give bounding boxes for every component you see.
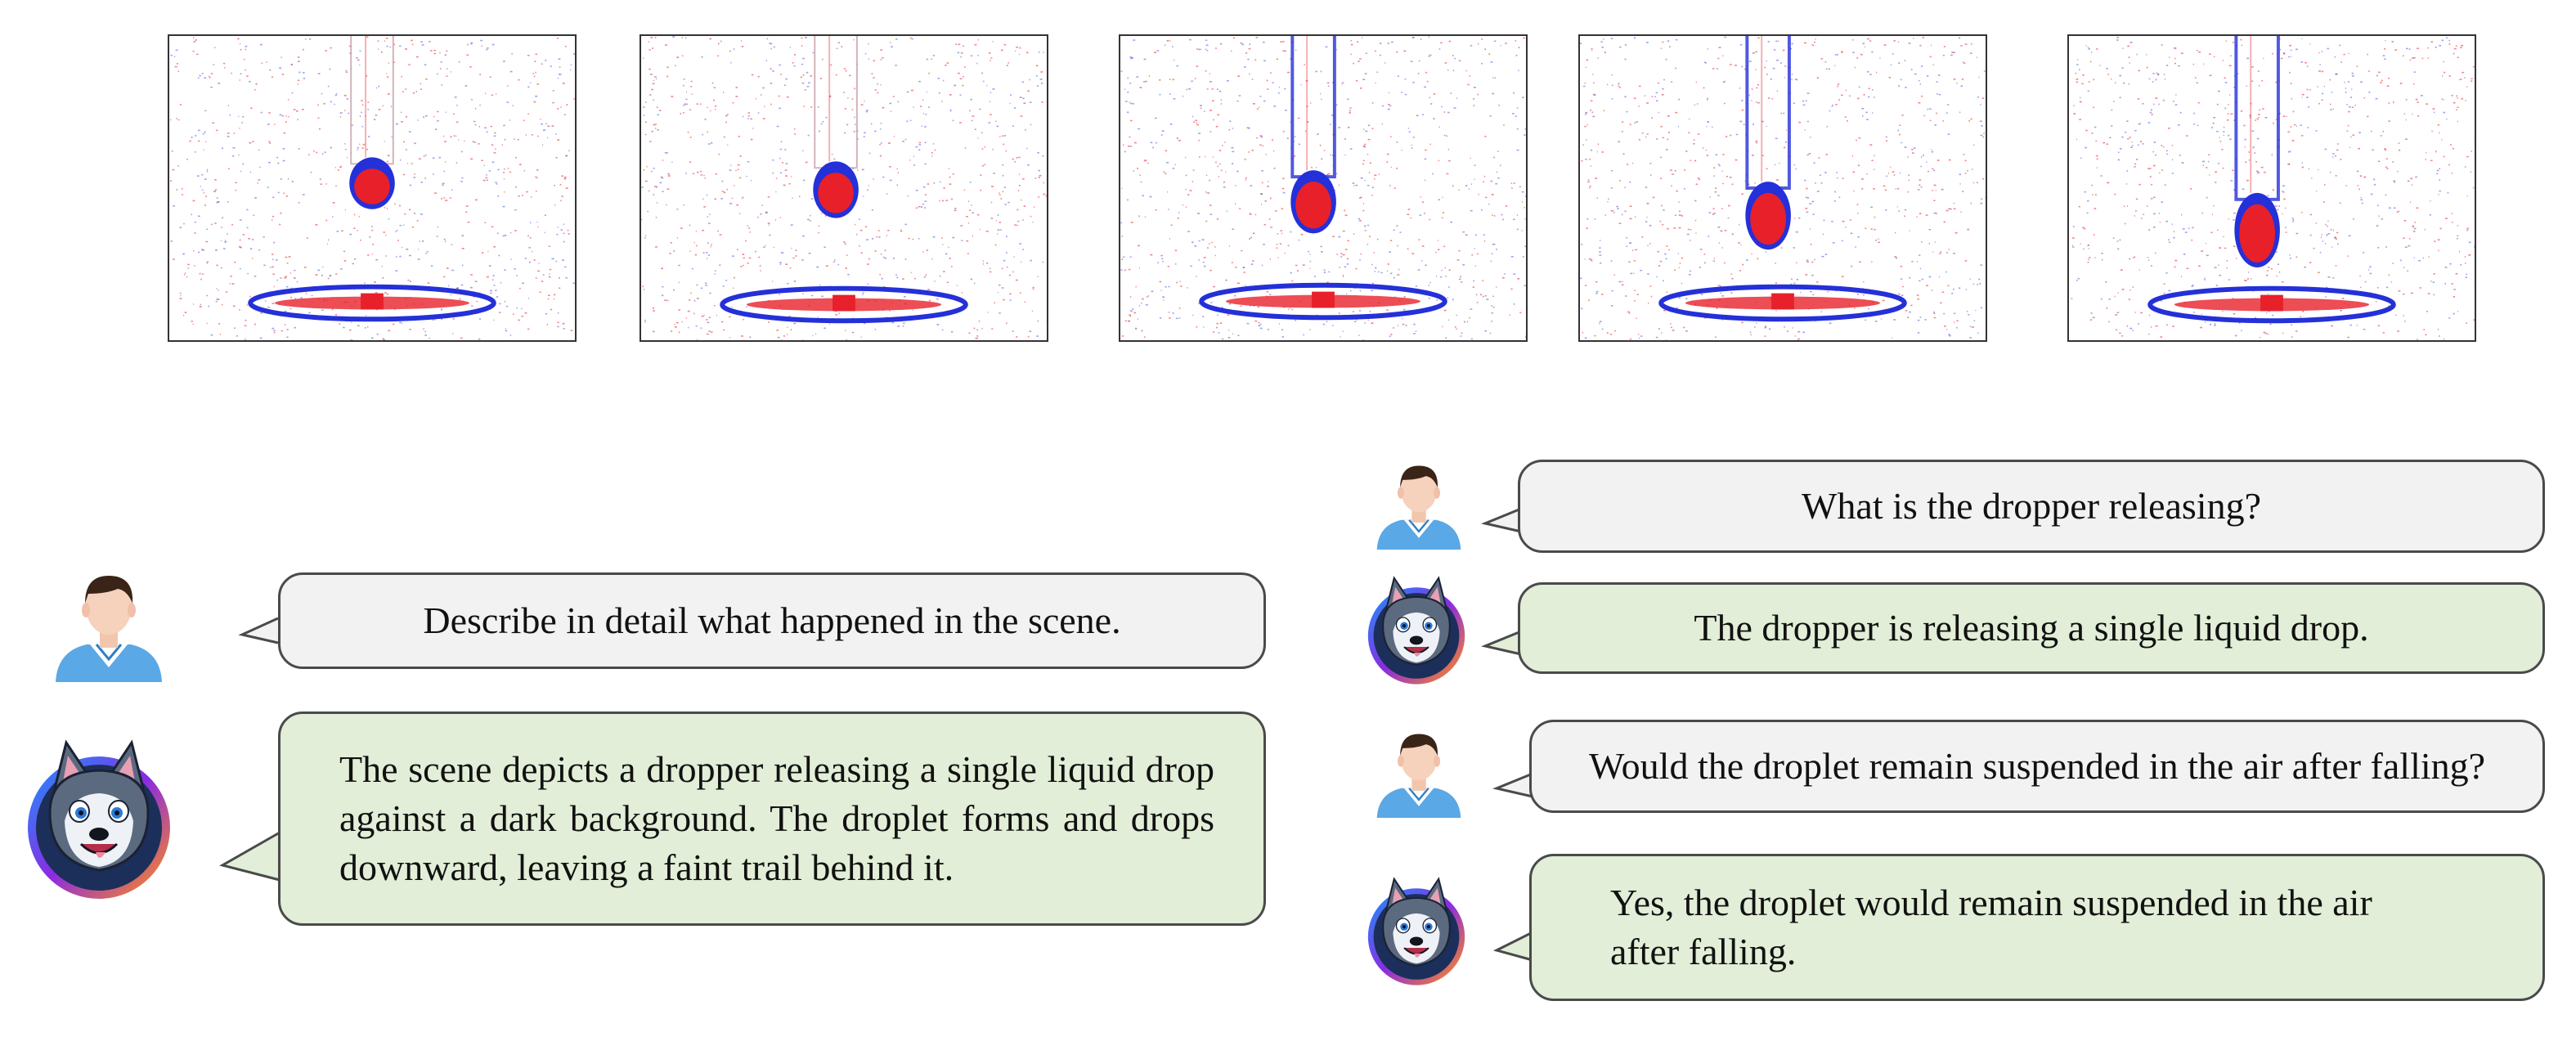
event-frame-1 <box>168 34 577 342</box>
husky-mascot-icon <box>25 739 173 903</box>
event-frames-strip <box>0 0 2576 360</box>
user-avatar-icon <box>1367 726 1470 818</box>
bubble-tail <box>238 617 279 644</box>
event-frame-drawing <box>1120 36 1526 340</box>
event-frame-3 <box>1119 34 1528 342</box>
bubble-tail <box>1492 931 1533 962</box>
answer-text: The scene depicts a dropper releasing a … <box>339 748 1214 888</box>
bubble-tail <box>1481 507 1522 533</box>
husky-mascot-icon <box>1364 877 1469 988</box>
answer-bubble-2: Yes, the droplet would remain suspended … <box>1529 854 2545 1001</box>
question-text: What is the dropper releasing? <box>1802 485 2261 527</box>
event-frame-drawing <box>169 36 575 340</box>
husky-drawing <box>1367 576 1465 685</box>
answer-bubble-1: The dropper is releasing a single liquid… <box>1518 582 2545 674</box>
question-bubble-2: Would the droplet remain suspended in th… <box>1529 720 2545 813</box>
event-frame-drawing <box>1580 36 1986 340</box>
bubble-tail <box>219 831 280 882</box>
person-drawing <box>56 576 162 682</box>
user-avatar-icon <box>1367 458 1470 550</box>
husky-mascot-icon <box>1364 576 1469 687</box>
answer-text: The dropper is releasing a single liquid… <box>1694 607 2369 649</box>
person-drawing <box>1376 734 1461 818</box>
husky-drawing <box>1367 877 1465 985</box>
question-bubble-1: What is the dropper releasing? <box>1518 460 2545 553</box>
event-frame-4 <box>1578 34 1987 342</box>
question-text: Describe in detail what happened in the … <box>423 599 1121 641</box>
question-text: Would the droplet remain suspended in th… <box>1588 745 2486 787</box>
event-frame-5 <box>2067 34 2476 342</box>
husky-drawing <box>28 739 170 899</box>
question-bubble-describe: Describe in detail what happened in the … <box>278 572 1266 669</box>
bubble-tail <box>1481 630 1522 656</box>
user-avatar-icon <box>47 566 170 682</box>
bubble-tail <box>1492 772 1533 798</box>
event-frame-2 <box>640 34 1048 342</box>
event-frame-drawing <box>2071 36 2475 340</box>
event-frame-drawing <box>641 36 1047 340</box>
answer-text: Yes, the droplet would remain suspended … <box>1610 882 2372 972</box>
person-drawing <box>1376 465 1461 550</box>
answer-bubble-describe: The scene depicts a dropper releasing a … <box>278 712 1266 926</box>
